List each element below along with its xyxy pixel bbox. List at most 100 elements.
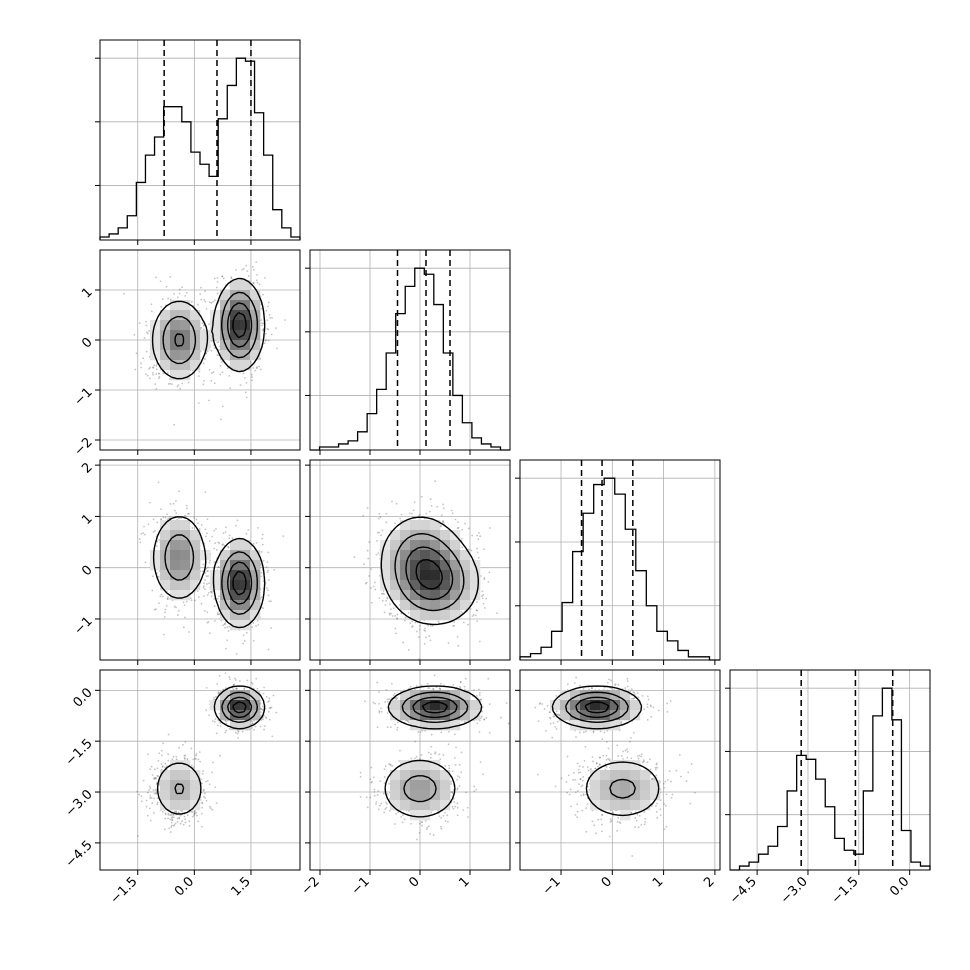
sample-point	[152, 366, 155, 369]
sample-point	[429, 624, 432, 627]
density-cell	[460, 600, 471, 611]
sample-point	[226, 639, 229, 642]
sample-point	[224, 531, 227, 533]
density-cell	[450, 590, 461, 601]
sample-point	[252, 282, 255, 284]
sample-point	[419, 625, 421, 627]
sample-point	[271, 317, 273, 319]
sample-point	[245, 396, 248, 399]
sample-point	[123, 292, 125, 295]
density-cell	[190, 350, 201, 361]
density-cell	[240, 600, 251, 611]
sample-point	[155, 276, 157, 279]
sample-point	[235, 268, 237, 271]
sample-point	[208, 301, 211, 304]
density-cell	[180, 590, 191, 601]
density-cell	[180, 530, 191, 541]
sample-point	[152, 373, 155, 376]
sample-point	[200, 326, 203, 329]
sample-point	[262, 559, 265, 562]
sample-point	[214, 542, 217, 545]
sample-point	[150, 303, 153, 306]
sample-point	[157, 759, 160, 762]
sample-point	[167, 517, 170, 520]
density-cell	[180, 520, 191, 531]
sample-point	[383, 593, 385, 596]
sample-point	[148, 330, 151, 332]
sample-point	[138, 538, 141, 541]
sample-point	[424, 629, 427, 632]
sample-point	[205, 535, 207, 538]
density-cell	[390, 590, 401, 601]
sample-point	[151, 774, 154, 776]
density-cell	[380, 570, 391, 581]
density-cell	[160, 320, 171, 331]
sample-point	[152, 518, 155, 521]
sample-point	[155, 608, 157, 611]
sample-point	[208, 582, 210, 585]
density-cell	[420, 530, 431, 541]
sample-point	[362, 514, 365, 517]
sample-point	[234, 731, 237, 734]
sample-point	[265, 695, 268, 698]
density-cell	[410, 580, 421, 591]
sample-point	[155, 373, 158, 375]
sample-point	[266, 319, 269, 322]
sample-point	[374, 588, 377, 591]
sample-point	[260, 564, 262, 567]
sample-point	[200, 524, 203, 526]
density-cell	[170, 330, 181, 341]
sample-point	[215, 286, 218, 289]
sample-point	[210, 372, 213, 374]
sample-point	[213, 605, 216, 607]
density-cell	[170, 320, 181, 331]
sample-point	[268, 579, 270, 581]
sample-point	[376, 531, 379, 534]
sample-point	[270, 333, 273, 336]
density-cell	[150, 550, 161, 561]
sample-point	[266, 571, 269, 574]
sample-point	[440, 525, 442, 527]
sample-point	[154, 788, 157, 791]
sample-point	[475, 609, 478, 612]
density-cell	[180, 580, 191, 591]
sample-point	[477, 531, 480, 534]
sample-point	[164, 516, 167, 519]
sample-point	[203, 595, 205, 598]
sample-point	[242, 642, 245, 645]
sample-point	[225, 647, 227, 650]
sample-point	[206, 532, 208, 535]
sample-point	[267, 301, 270, 304]
sample-point	[425, 512, 428, 515]
density-cell	[450, 610, 461, 621]
sample-point	[226, 367, 229, 370]
sample-point	[136, 834, 139, 837]
sample-point	[212, 300, 214, 303]
sample-point	[451, 512, 454, 515]
sample-point	[171, 819, 173, 822]
sample-point	[442, 503, 444, 506]
sample-point	[151, 371, 154, 374]
sample-point	[204, 300, 207, 303]
density-cell	[150, 330, 161, 341]
sample-point	[217, 541, 220, 544]
sample-point	[185, 291, 188, 294]
sample-point	[197, 595, 200, 598]
sample-point	[192, 758, 195, 761]
density-cell	[170, 520, 181, 531]
sample-point	[160, 593, 163, 596]
sample-point	[177, 614, 179, 616]
sample-point	[256, 274, 258, 276]
sample-point	[204, 528, 207, 531]
hist-panel-0	[95, 39, 301, 245]
sample-point	[275, 711, 278, 714]
density-cell	[380, 550, 391, 561]
sample-point	[173, 824, 176, 826]
sample-point	[483, 578, 486, 581]
density-cell	[420, 610, 431, 621]
density-cell	[180, 340, 191, 351]
sample-point	[169, 831, 172, 833]
sample-point	[457, 521, 460, 524]
sample-point	[256, 366, 258, 369]
sample-point	[471, 534, 474, 537]
